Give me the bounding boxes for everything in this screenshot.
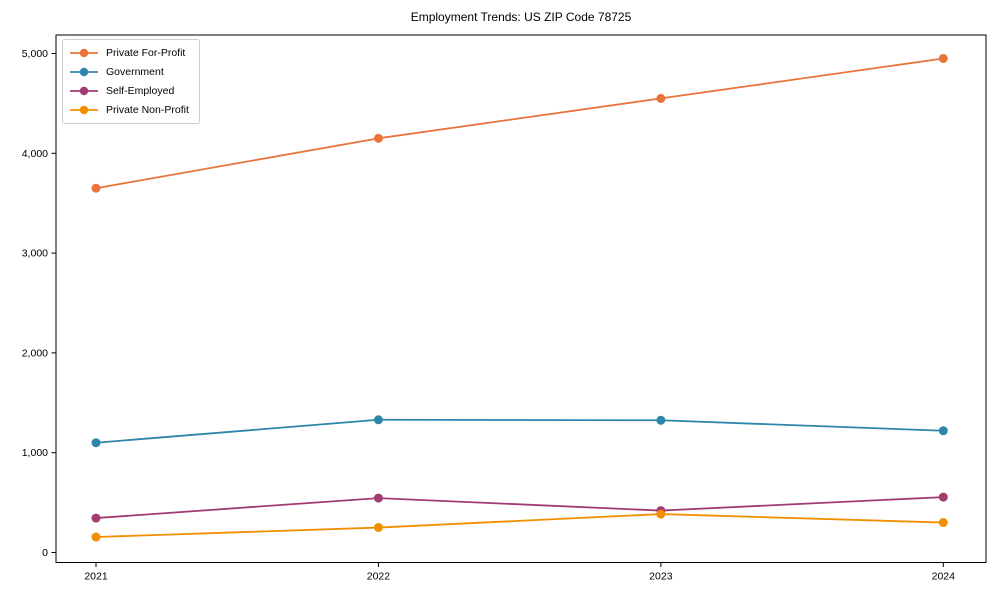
data-point-private-non-profit [91,532,101,542]
data-point-self-employed [373,493,383,503]
data-point-government [938,426,948,436]
plot-border [55,34,987,563]
legend-dot [79,48,89,58]
data-point-government [373,415,383,425]
chart-legend: Private For-Profit Government Self-Employe… [62,39,200,124]
series-line-private-non-profit [95,513,945,538]
legend-label-self-employed: Self-Employed [106,85,175,97]
x-axis-tick-label: 2023 [649,571,673,583]
data-point-private-for-profit [656,93,666,103]
legend-label-private-non-profit: Private Non-Profit [106,104,189,116]
series-government [91,415,948,448]
series-line-private-for-profit [95,57,945,190]
data-point-self-employed [91,513,101,523]
data-point-government [656,415,666,425]
legend-dot [79,105,89,115]
legend-label-government: Government [106,66,164,78]
x-axis-tick-label: 2022 [367,571,391,583]
y-axis-tick-label: 5,000 [22,48,48,60]
series-line-government [95,418,945,444]
legend-label-private-for-profit: Private For-Profit [106,47,186,59]
y-axis-tick-label: 1,000 [22,447,48,459]
data-point-private-non-profit [373,523,383,533]
x-axis-tick-label: 2021 [84,571,108,583]
legend-dot [79,86,89,96]
y-axis-tick-label: 0 [42,547,48,559]
data-point-private-for-profit [91,183,101,193]
data-point-private-for-profit [373,133,383,143]
series-line-self-employed [95,496,945,519]
data-point-private-non-profit [656,509,666,519]
y-axis-tick-label: 2,000 [22,347,48,359]
series-private-for-profit [91,53,948,193]
y-axis-tick-label: 3,000 [22,248,48,260]
legend-item-private-non-profit: Private Non-Profit [69,103,189,117]
legend-marker-private-for-profit [70,48,98,58]
data-point-private-for-profit [938,53,948,63]
x-axis-tick-label: 2024 [932,571,956,583]
y-axis-tick-label: 4,000 [22,148,48,160]
legend-dot [79,67,89,77]
legend-item-government: Government [69,65,189,79]
data-point-private-non-profit [938,518,948,528]
data-point-self-employed [938,492,948,502]
chart-title: Employment Trends: US ZIP Code 78725 [410,10,632,24]
legend-item-self-employed: Self-Employed [69,84,189,98]
legend-marker-private-non-profit [70,105,98,115]
legend-marker-government [70,67,98,77]
series-private-non-profit [91,509,948,542]
data-point-government [91,438,101,448]
legend-marker-self-employed [70,86,98,96]
legend-item-private-for-profit: Private For-Profit [69,46,189,60]
